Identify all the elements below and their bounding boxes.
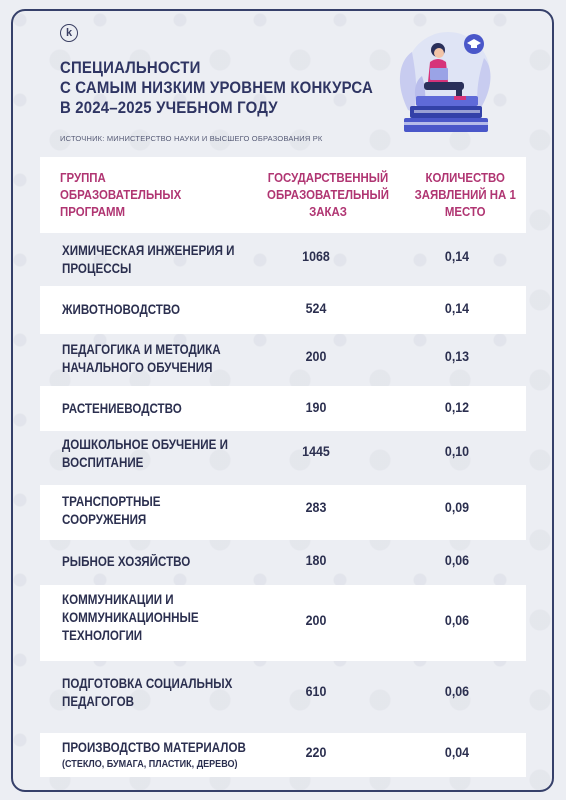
applications-value: 0,04 xyxy=(444,745,470,760)
column-header-program-group: ГРУППА ОБРАЗОВАТЕЛЬНЫХ ПРОГРАММ xyxy=(60,170,182,219)
applications-value: 0,14 xyxy=(444,249,470,264)
page-title: СПЕЦИАЛЬНОСТИ С САМЫМ НИЗКИМ УРОВНЕМ КОН… xyxy=(60,58,373,118)
applications-value: 0,10 xyxy=(444,444,470,459)
state-order-value: 200 xyxy=(305,349,327,364)
program-name: ПОДГОТОВКА СОЦИАЛЬНЫХ ПЕДАГОГОВ xyxy=(62,676,233,709)
table-row: ПЕДАГОГИКА И МЕТОДИКА НАЧАЛЬНОГО ОБУЧЕНИ… xyxy=(40,334,526,386)
applications-value: 0,06 xyxy=(444,613,470,628)
state-order-value: 180 xyxy=(305,553,327,568)
table-row: КОММУНИКАЦИИ И КОММУНИКАЦИОННЫЕ ТЕХНОЛОГ… xyxy=(40,585,526,661)
title-line: СПЕЦИАЛЬНОСТИ xyxy=(60,58,201,77)
column-header-applications-per-place: КОЛИЧЕСТВО ЗАЯВЛЕНИЙ НА 1 МЕСТО xyxy=(414,170,516,219)
table-row: ДОШКОЛЬНОЕ ОБУЧЕНИЕ И ВОСПИТАНИЕ 1445 0,… xyxy=(40,431,526,485)
program-name: ХИМИЧЕСКАЯ ИНЖЕНЕРИЯ И ПРОЦЕССЫ xyxy=(62,243,235,276)
program-name: ПРОИЗВОДСТВО МАТЕРИАЛОВ xyxy=(62,740,246,755)
table-row: ЖИВОТНОВОДСТВО 524 0,14 xyxy=(40,286,526,334)
applications-value: 0,14 xyxy=(444,301,470,316)
column-header-state-order: ГОСУДАРСТВЕННЫЙ ОБРАЗОВАТЕЛЬНЫЙ ЗАКАЗ xyxy=(267,170,389,219)
program-name: КОММУНИКАЦИИ И КОММУНИКАЦИОННЫЕ ТЕХНОЛОГ… xyxy=(62,592,199,643)
table-row: РАСТЕНИЕВОДСТВО 190 0,12 xyxy=(40,386,526,431)
program-name-detail: (СТЕКЛО, БУМАГА, ПЛАСТИК, ДЕРЕВО) xyxy=(62,758,238,770)
logo-icon: k xyxy=(60,24,78,42)
title-line: С САМЫМ НИЗКИМ УРОВНЕМ КОНКУРСА xyxy=(60,78,373,97)
state-order-value: 1445 xyxy=(302,444,330,459)
student-books-illustration xyxy=(399,32,491,132)
program-name: ДОШКОЛЬНОЕ ОБУЧЕНИЕ И ВОСПИТАНИЕ xyxy=(62,437,228,470)
program-name: РАСТЕНИЕВОДСТВО xyxy=(62,401,182,416)
program-name-block: ПРОИЗВОДСТВО МАТЕРИАЛОВ (СТЕКЛО, БУМАГА,… xyxy=(62,739,268,771)
source-note: ИСТОЧНИК: МИНИСТЕРСТВО НАУКИ И ВЫСШЕГО О… xyxy=(60,134,323,143)
program-name: РЫБНОЕ ХОЗЯЙСТВО xyxy=(62,554,191,569)
applications-value: 0,06 xyxy=(444,684,470,699)
title-line: В 2024–2025 УЧЕБНОМ ГОДУ xyxy=(60,98,278,117)
program-name: ЖИВОТНОВОДСТВО xyxy=(62,302,181,317)
applications-value: 0,13 xyxy=(444,349,470,364)
infographic-card xyxy=(11,9,554,792)
state-order-value: 610 xyxy=(305,684,327,699)
program-name: ПЕДАГОГИКА И МЕТОДИКА НАЧАЛЬНОГО ОБУЧЕНИ… xyxy=(62,342,221,375)
program-name: ТРАНСПОРТНЫЕ СООРУЖЕНИЯ xyxy=(62,494,161,527)
table-row: ХИМИЧЕСКАЯ ИНЖЕНЕРИЯ И ПРОЦЕССЫ 1068 0,1… xyxy=(40,233,526,286)
state-order-value: 190 xyxy=(305,400,327,415)
applications-value: 0,09 xyxy=(444,500,470,515)
applications-value: 0,06 xyxy=(444,553,470,568)
table-row: ПРОИЗВОДСТВО МАТЕРИАЛОВ (СТЕКЛО, БУМАГА,… xyxy=(40,733,526,777)
table-row: ТРАНСПОРТНЫЕ СООРУЖЕНИЯ 283 0,09 xyxy=(40,485,526,540)
state-order-value: 1068 xyxy=(302,249,330,264)
table-row: РЫБНОЕ ХОЗЯЙСТВО 180 0,06 xyxy=(40,540,526,585)
state-order-value: 220 xyxy=(305,745,327,760)
state-order-value: 524 xyxy=(305,301,327,316)
applications-value: 0,12 xyxy=(444,400,470,415)
state-order-value: 200 xyxy=(305,613,327,628)
table-row: ПОДГОТОВКА СОЦИАЛЬНЫХ ПЕДАГОГОВ 610 0,06 xyxy=(40,661,526,733)
state-order-value: 283 xyxy=(305,500,327,515)
table-header: ГРУППА ОБРАЗОВАТЕЛЬНЫХ ПРОГРАММ ГОСУДАРС… xyxy=(40,157,526,233)
